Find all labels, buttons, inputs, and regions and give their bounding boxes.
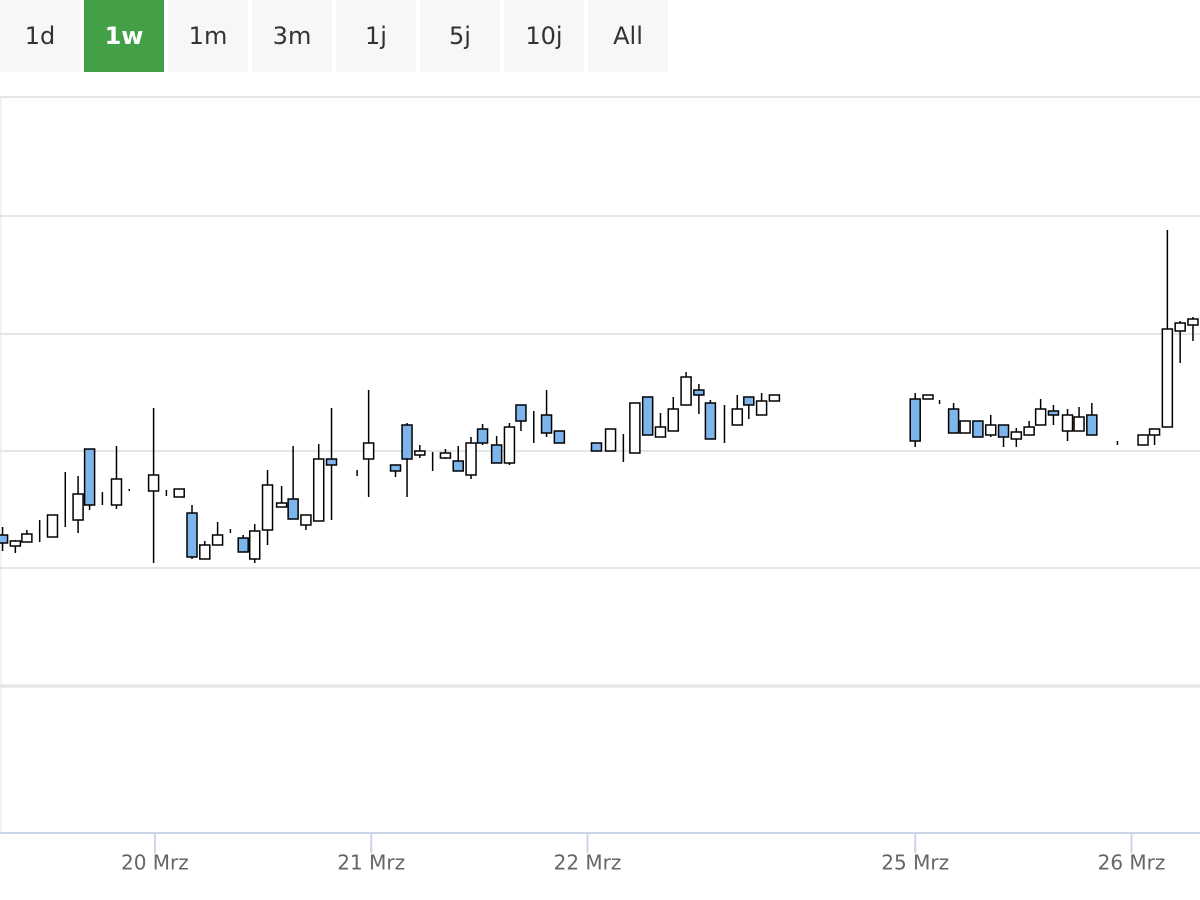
candle-body bbox=[1187, 318, 1199, 326]
candle-body bbox=[325, 458, 338, 466]
candle-body bbox=[439, 452, 452, 459]
candle-body bbox=[654, 426, 667, 438]
candle-body bbox=[731, 408, 744, 426]
candle-body bbox=[604, 428, 617, 452]
candle-body bbox=[503, 426, 516, 464]
candle-body bbox=[1174, 322, 1186, 332]
candle-body bbox=[211, 534, 224, 546]
x-tick-label: 22 Mrz bbox=[554, 851, 622, 875]
candle-body bbox=[312, 458, 325, 522]
x-tick-label: 21 Mrz bbox=[337, 851, 405, 875]
candle-body bbox=[147, 474, 160, 492]
candle-body bbox=[984, 424, 997, 436]
candle-body bbox=[83, 448, 96, 506]
candle-body bbox=[110, 478, 123, 506]
candle-body bbox=[909, 398, 921, 442]
candle-body bbox=[641, 396, 654, 436]
x-tick-label: 20 Mrz bbox=[121, 851, 189, 875]
candle-body bbox=[1010, 431, 1023, 440]
candle-body bbox=[1086, 414, 1098, 436]
candle-body bbox=[300, 514, 312, 526]
candle-body bbox=[414, 450, 426, 456]
candle-body bbox=[693, 389, 705, 396]
range-selector: 1d 1w 1m 3m 1j 5j 10j All bbox=[0, 0, 668, 72]
range-button[interactable]: 3m bbox=[252, 0, 332, 72]
candle-body bbox=[0, 534, 9, 544]
candle-body bbox=[590, 442, 603, 452]
candle-body bbox=[553, 430, 566, 444]
candle-body bbox=[1073, 416, 1085, 432]
candle-body bbox=[186, 512, 198, 558]
candle-body bbox=[490, 444, 503, 464]
candle-body bbox=[21, 533, 33, 543]
candle-body bbox=[9, 540, 22, 547]
candle-body bbox=[959, 420, 971, 434]
candle-body bbox=[389, 464, 402, 472]
range-button[interactable]: 10j bbox=[504, 0, 584, 72]
candle-body bbox=[1023, 426, 1035, 436]
range-button[interactable]: 1w bbox=[84, 0, 164, 72]
candle-body bbox=[1047, 410, 1060, 416]
candle-body bbox=[465, 442, 477, 476]
range-button[interactable]: 1d bbox=[0, 0, 80, 72]
volume-pane bbox=[0, 686, 1200, 833]
range-button[interactable]: 1m bbox=[168, 0, 248, 72]
candle-body bbox=[237, 537, 249, 553]
candle-body bbox=[629, 402, 641, 454]
candle-body bbox=[46, 514, 59, 538]
candle-body bbox=[972, 420, 984, 438]
range-button[interactable]: 1j bbox=[336, 0, 416, 72]
candle-body bbox=[173, 488, 185, 498]
range-button[interactable]: All bbox=[588, 0, 668, 72]
candle-body bbox=[362, 442, 375, 460]
candle-body bbox=[922, 394, 934, 400]
x-tick-label: 26 Mrz bbox=[1098, 851, 1166, 875]
candle-body bbox=[743, 396, 755, 406]
candle-body bbox=[452, 460, 464, 472]
candle-body bbox=[261, 484, 274, 531]
candle-body bbox=[540, 414, 553, 434]
candle-body bbox=[1148, 428, 1161, 436]
candle-body bbox=[1161, 328, 1174, 428]
candle-body bbox=[248, 530, 261, 560]
candle-body bbox=[667, 408, 680, 432]
candle-body bbox=[287, 498, 299, 520]
candle-body bbox=[275, 502, 288, 508]
candle-body bbox=[947, 408, 960, 434]
candle-body bbox=[476, 428, 489, 444]
candle-body bbox=[515, 404, 527, 422]
candle-body bbox=[401, 424, 413, 460]
candle-body bbox=[755, 400, 768, 416]
x-tick-label: 25 Mrz bbox=[881, 851, 949, 875]
candle-body bbox=[768, 394, 781, 402]
candle-body bbox=[997, 424, 1010, 438]
range-button[interactable]: 5j bbox=[420, 0, 500, 72]
candle-body bbox=[72, 493, 84, 521]
candle-body bbox=[1034, 408, 1047, 426]
candle-body bbox=[704, 402, 717, 440]
candle-body bbox=[1137, 434, 1149, 446]
candle-body bbox=[199, 544, 211, 560]
candle-body bbox=[1061, 414, 1074, 432]
candle-body bbox=[680, 376, 692, 406]
